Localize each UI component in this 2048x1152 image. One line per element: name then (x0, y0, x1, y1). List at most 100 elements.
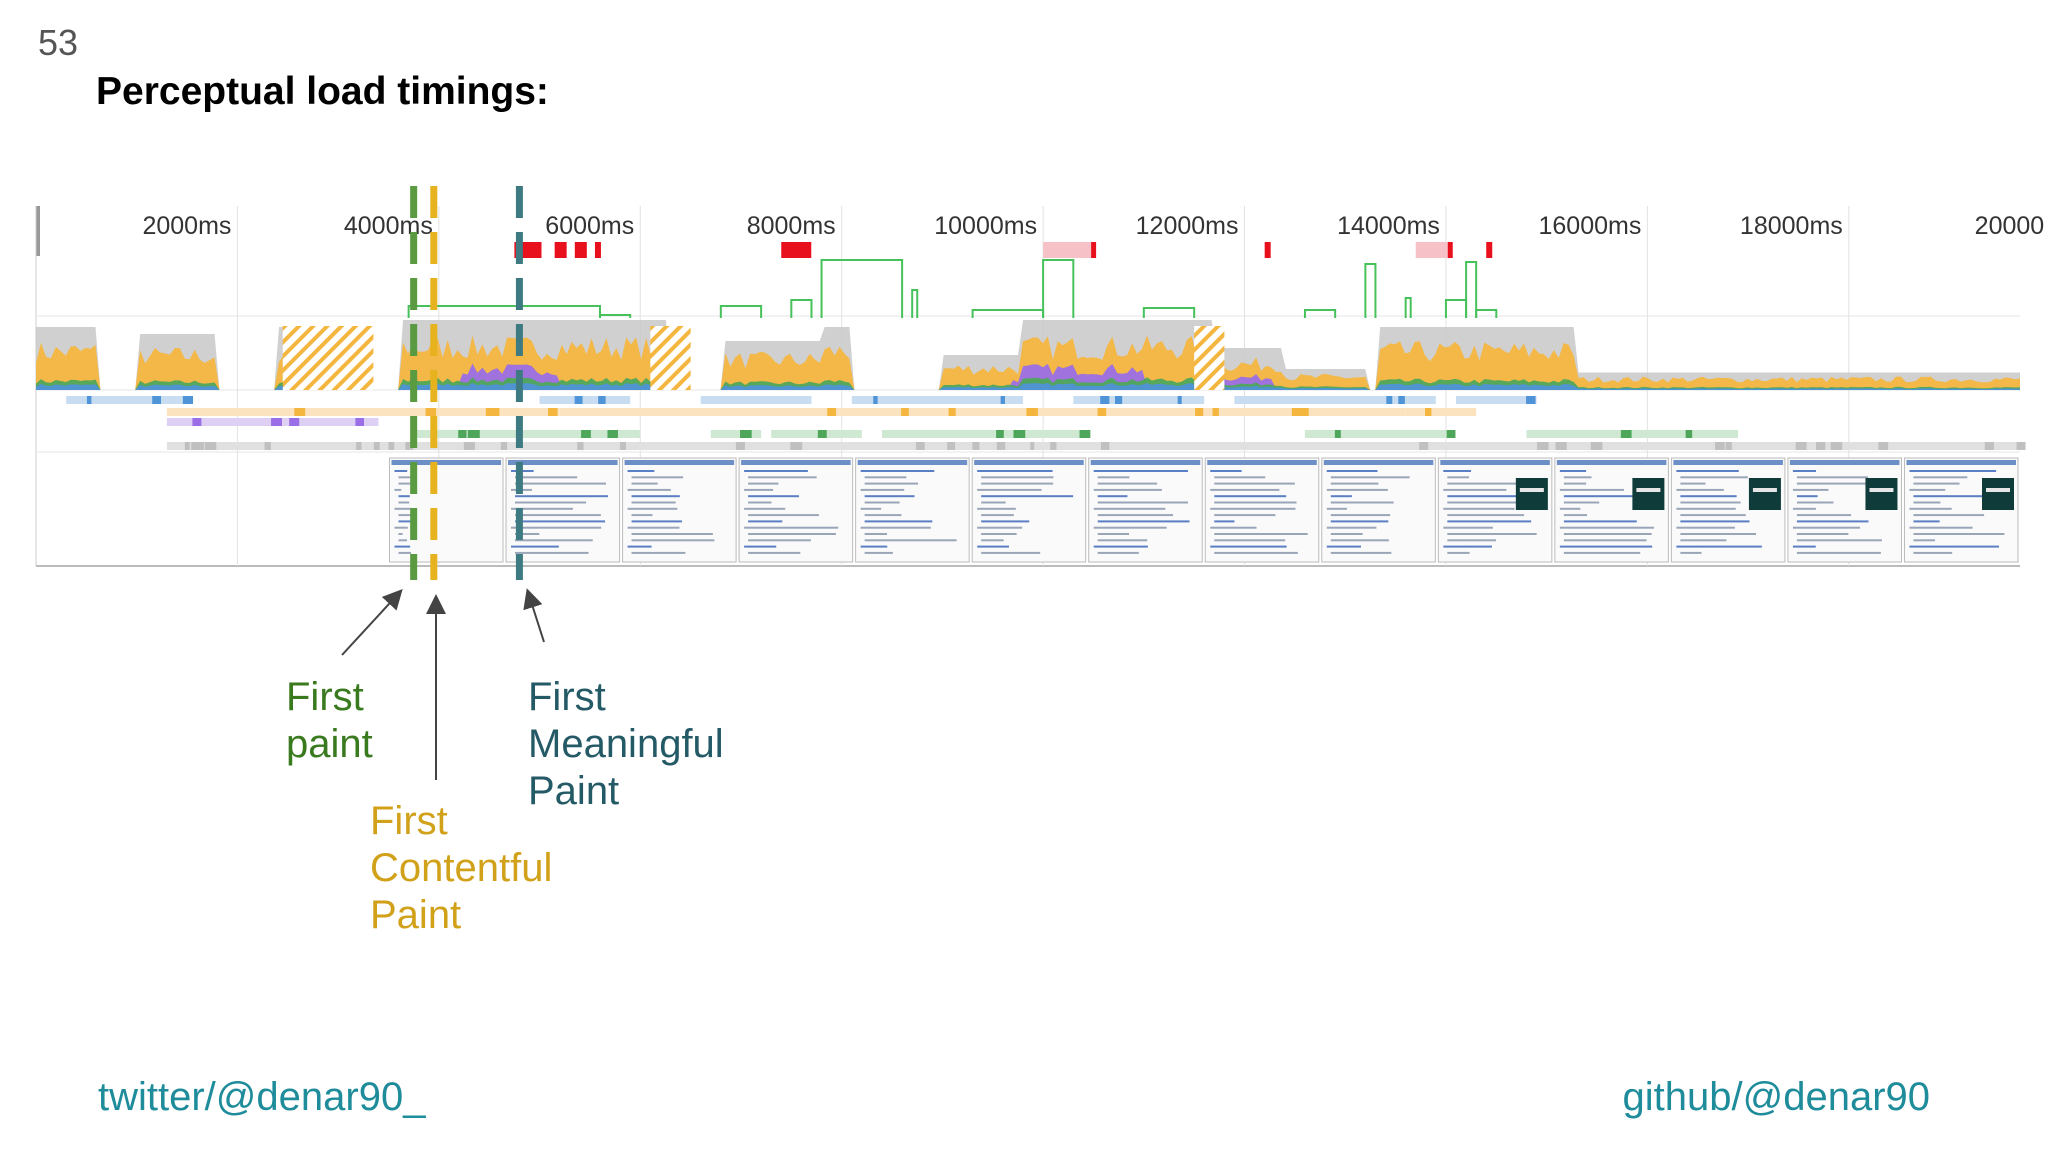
network-request-segment (1878, 442, 1889, 450)
network-request-segment (735, 442, 745, 450)
dropped-frame (1415, 242, 1448, 258)
filmstrip-frame (1670, 457, 1786, 563)
network-request-segment (1620, 430, 1632, 438)
cpu-layer (36, 383, 2020, 390)
tick-label: 4000ms (344, 212, 433, 240)
network-request-segment (581, 430, 591, 438)
network-request-segment (790, 442, 803, 450)
network-request-segment (1830, 442, 1843, 450)
network-request-segment (191, 442, 200, 450)
network-request-segment (463, 442, 475, 450)
network-request (66, 396, 188, 404)
network-request-segment (355, 418, 365, 426)
network-request-segment (1398, 396, 1405, 404)
network-request-segment (271, 418, 282, 426)
fps-bar (719, 305, 763, 318)
network-request-segment (1685, 430, 1693, 438)
network-request (1526, 430, 1648, 438)
tick-label: 6000ms (545, 212, 634, 240)
network-request-segment (356, 442, 362, 450)
network-request-segment (1299, 408, 1309, 416)
network-request-segment (598, 396, 606, 404)
filmstrip-frame (1554, 457, 1669, 563)
dropped-frame (781, 242, 812, 258)
network-request-segment (817, 430, 827, 438)
network-request-segment (458, 430, 467, 438)
network-request-segment (152, 396, 162, 404)
network-request (166, 442, 2021, 450)
dropped-frame (1486, 242, 1493, 258)
dropped-frame (1447, 242, 1453, 258)
network-request-segment (1725, 442, 1732, 450)
network-request (1405, 408, 1477, 416)
network-request (881, 430, 1084, 438)
tick-label: 12000ms (1136, 212, 1239, 240)
fps-bar (598, 314, 632, 318)
filmstrip-frame (738, 457, 854, 563)
network-request-segment (1446, 430, 1456, 438)
fps-bar (1475, 309, 1498, 318)
network-request-segment (607, 430, 618, 438)
dropped-frame (554, 242, 567, 258)
network-request-segment (1000, 396, 1005, 404)
network-request-segment (1526, 396, 1536, 404)
tick-label: 18000ms (1740, 212, 1843, 240)
network-request (559, 408, 1406, 416)
hatched-region (1194, 326, 1225, 390)
tick-label: 8000ms (747, 212, 836, 240)
network-request-segment (1714, 442, 1725, 450)
network-request-segment (405, 442, 414, 450)
network-request-segment (740, 430, 752, 438)
network-request-segment (1424, 408, 1432, 416)
network-request-segment (577, 442, 584, 450)
tick-label: 2000ms (142, 212, 231, 240)
network-request-segment (485, 408, 495, 416)
filmstrip-frame (971, 457, 1087, 563)
network-request-segment (294, 408, 306, 416)
filmstrip-frame (1903, 457, 2019, 563)
network-request-segment (901, 408, 909, 416)
network-request (1073, 396, 1205, 404)
network-request-segment (1100, 396, 1110, 404)
network-request-segment (289, 418, 300, 426)
twitter-handle[interactable]: twitter/@denar90_ (98, 1075, 426, 1119)
performance-timeline[interactable]: 2000ms 4000ms 6000ms 8000ms 10000ms 12000ms 14… (0, 0, 2048, 600)
network-request (599, 430, 641, 438)
network-request-segment (1291, 408, 1303, 416)
network-track (66, 396, 2026, 450)
fps-bar (820, 259, 904, 318)
network-request-segment (1177, 396, 1182, 404)
fps-bar (790, 299, 813, 318)
filmstrip-frame (1787, 457, 1902, 563)
network-request-segment (1114, 396, 1123, 404)
slide-title: Perceptual load timings: (96, 70, 549, 113)
network-request-segment (1815, 442, 1826, 450)
network-request-segment (1334, 430, 1341, 438)
fps-bar (407, 305, 601, 318)
network-request-segment (182, 396, 194, 404)
filmstrip-frame (1088, 457, 1203, 563)
github-handle[interactable]: github/@denar90 (1622, 1075, 1931, 1119)
tick-label: 14000ms (1337, 212, 1440, 240)
paint-markers (410, 186, 523, 580)
network-request (166, 408, 560, 416)
arrow-first-paint (341, 589, 403, 656)
dropped-frame (1091, 242, 1097, 258)
fps-bar (1364, 263, 1377, 318)
network-request-segment (373, 442, 380, 450)
network-request-segment (996, 442, 1006, 450)
network-request-segment (574, 396, 583, 404)
first-paint-label: First paint (286, 675, 373, 766)
dropped-frame (594, 242, 601, 258)
dropped-frame (574, 242, 587, 258)
fps-bar (1404, 297, 1412, 318)
dropped-frame (1264, 242, 1271, 258)
network-request-segment (873, 396, 878, 404)
filmstrip-frame (855, 457, 970, 563)
network-request-segment (500, 442, 508, 450)
network-request-segment (264, 442, 271, 450)
dropped-frame (1043, 242, 1092, 258)
fps-bar (1303, 309, 1337, 318)
network-request (1234, 396, 1436, 404)
network-request-segment (425, 408, 437, 416)
